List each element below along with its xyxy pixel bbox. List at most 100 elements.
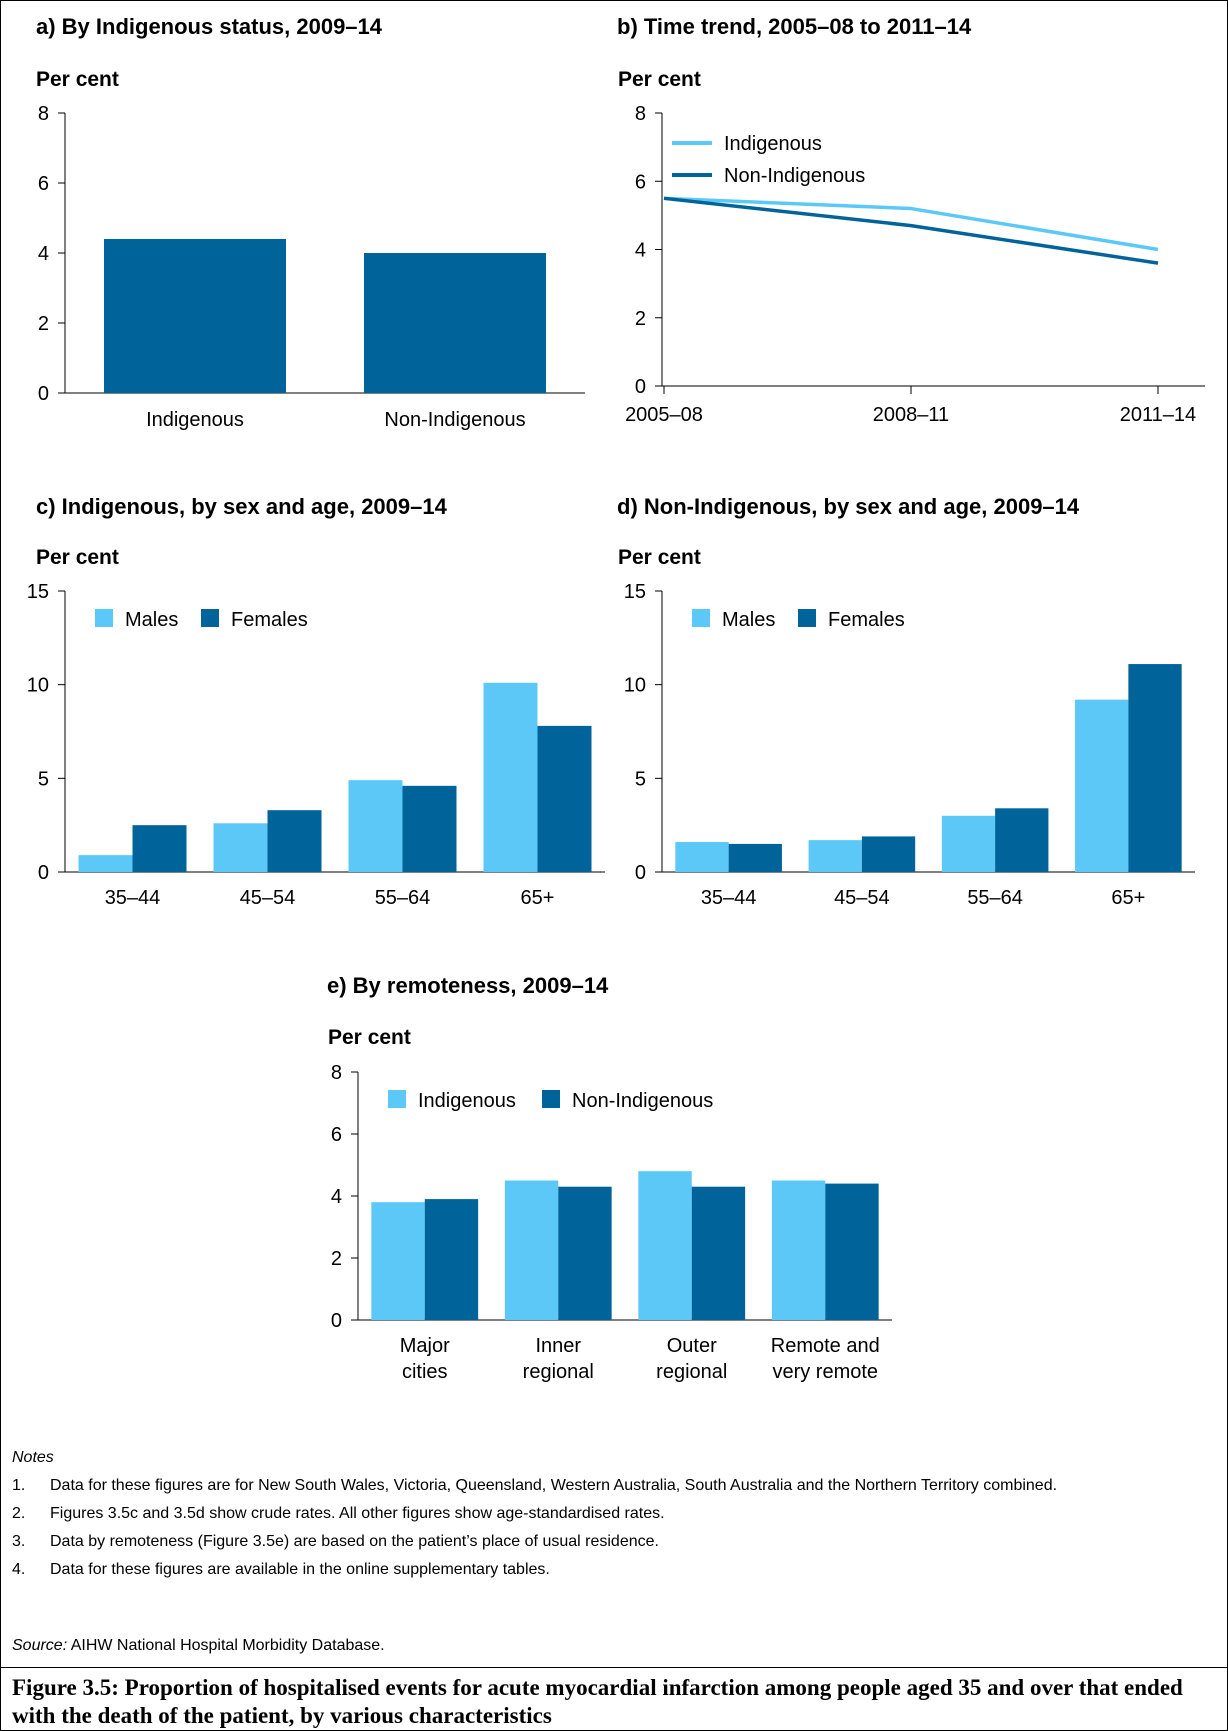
x-tick-label: 55–64 [967,887,1023,909]
legend-label: Non-Indigenous [724,165,865,187]
bar [808,840,862,872]
legend-swatch [542,1090,560,1108]
y-tick-label: 0 [38,862,49,884]
series-line [663,196,1159,265]
series-line [663,196,1159,252]
bar [371,1202,425,1320]
note-number: 4. [12,1561,26,1578]
bar [1128,664,1182,872]
y-tick-label: 10 [624,675,646,697]
legend-label: Indigenous [724,133,822,155]
bar [132,825,187,872]
bar [638,1171,692,1320]
x-tick-label: regional [523,1361,594,1383]
y-tick-label: 10 [27,675,49,697]
legend-label: Males [722,609,775,631]
y-tick-label: 2 [635,308,646,330]
bar [558,1186,612,1320]
x-tick-label: regional [656,1361,727,1383]
note-number: 1. [12,1477,26,1494]
chart-e-title: e) By remoteness, 2009–14 [327,973,609,998]
y-tick-label: 5 [635,768,646,790]
chart-d-ylabel: Per cent [618,546,701,569]
y-tick-label: 2 [331,1248,342,1270]
bar [402,785,457,872]
x-tick-label: very remote [772,1361,878,1383]
x-tick-label: Non-Indigenous [384,409,525,431]
x-tick-label: 35–44 [105,887,161,909]
x-tick-label: 2005–08 [625,404,703,426]
source-line: Source: AIHW National Hospital Morbidity… [12,1637,385,1655]
y-tick-label: 2 [38,313,49,335]
note-item: 4. Data for these figures are available … [12,1560,1212,1580]
x-tick-label: 45–54 [834,887,890,909]
bar [424,1199,479,1320]
bar [104,239,286,393]
bar [995,808,1049,872]
x-tick-label: Outer [667,1335,717,1357]
notes-header: Notes [12,1449,54,1466]
chart-c-title: c) Indigenous, by sex and age, 2009–14 [36,494,447,519]
legend-swatch [388,1090,406,1108]
y-tick-label: 6 [635,171,646,193]
x-tick-label: cities [402,1361,448,1383]
legend-swatch [798,609,816,627]
bar [213,823,268,872]
legend-swatch [201,609,219,627]
source-text: AIHW National Hospital Morbidity Databas… [67,1637,385,1654]
chart-c: 0 5 10 15 35–44 45–54 55–64 65+ Males Females [27,581,605,909]
x-tick-label: Remote and [771,1335,880,1357]
bar [348,780,403,872]
y-tick-label: 15 [27,581,49,603]
note-item: 1. Data for these figures are for New So… [12,1476,1212,1496]
bar [483,682,538,872]
chart-a-title: a) By Indigenous status, 2009–14 [36,14,383,39]
chart-e: 0 2 4 6 8 Major cities Inner regional Outer region… [331,1062,892,1383]
legend-label: Indigenous [418,1090,516,1112]
chart-d-title: d) Non-Indigenous, by sex and age, 2009–… [617,494,1080,519]
y-tick-label: 8 [331,1062,342,1084]
chart-a: 0 2 4 6 8 Indigenous Non-Indigenous [38,103,585,431]
legend-label: Males [125,609,178,631]
figure-caption: Figure 3.5: Proportion of hospitalised e… [0,1667,1228,1731]
note-text: Data for these figures are available in … [50,1561,550,1578]
bar [691,1186,746,1320]
y-tick-label: 15 [624,581,646,603]
bar [364,253,546,393]
y-tick-label: 0 [38,383,49,405]
bar [78,855,133,872]
y-tick-label: 4 [38,243,49,265]
legend-swatch [692,609,710,627]
y-tick-label: 4 [635,240,646,262]
legend-label: Females [231,609,308,631]
note-item: 3. Data by remoteness (Figure 3.5e) are … [12,1532,1212,1552]
chart-a-ylabel: Per cent [36,68,119,91]
notes: Notes 1. Data for these figures are for … [12,1448,1212,1588]
x-tick-label: Indigenous [146,409,244,431]
x-tick-label: 35–44 [701,887,757,909]
bar [267,810,322,872]
y-tick-label: 0 [331,1310,342,1332]
x-tick-label: 2011–14 [1120,404,1196,426]
legend-swatch [95,609,113,627]
legend-label: Non-Indigenous [572,1090,713,1112]
bar [1075,699,1129,872]
note-text: Figures 3.5c and 3.5d show crude rates. … [50,1505,665,1522]
note-text: Data by remoteness (Figure 3.5e) are bas… [50,1533,659,1550]
bar [675,842,729,872]
chart-c-ylabel: Per cent [36,546,119,569]
source-label: Source: [12,1637,68,1654]
y-tick-label: 4 [331,1186,342,1208]
bar [861,836,916,872]
y-tick-label: 8 [38,103,49,125]
y-tick-label: 0 [635,862,646,884]
note-number: 2. [12,1505,26,1522]
x-tick-label: 2008–11 [873,404,949,426]
chart-b-title: b) Time trend, 2005–08 to 2011–14 [617,14,972,39]
x-tick-label: 45–54 [240,887,296,909]
x-tick-label: Inner [535,1335,581,1357]
chart-b-ylabel: Per cent [618,68,701,91]
x-tick-label: Major [400,1335,450,1357]
y-tick-label: 8 [635,103,646,125]
y-tick-label: 6 [38,173,49,195]
